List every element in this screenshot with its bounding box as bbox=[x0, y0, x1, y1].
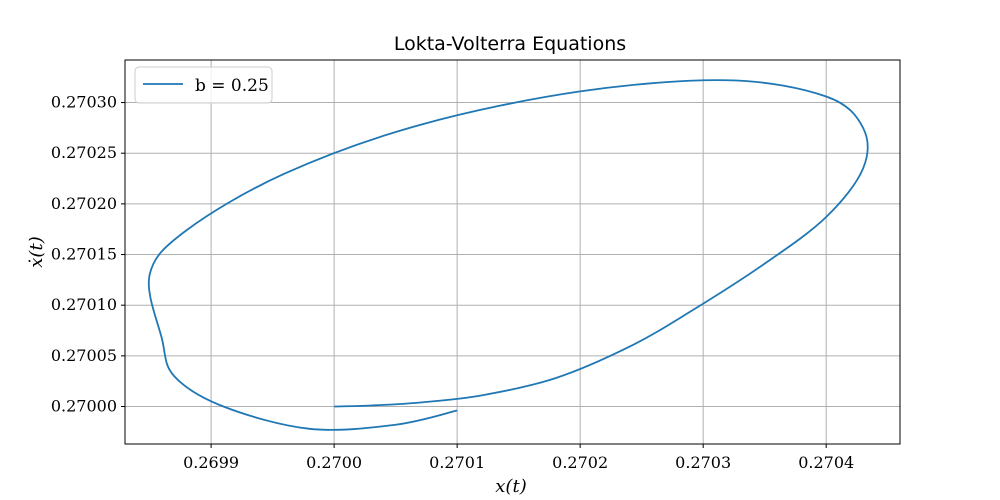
y-tick-label: 0.27010 bbox=[51, 295, 117, 314]
y-tick-label: 0.27000 bbox=[51, 397, 117, 416]
grid-lines bbox=[125, 60, 900, 444]
y-tick-label: 0.27030 bbox=[51, 93, 117, 112]
y-tick-label: 0.27025 bbox=[51, 143, 117, 162]
y-tick-label: 0.27020 bbox=[51, 194, 117, 213]
x-tick-label: 0.2703 bbox=[675, 453, 731, 472]
y-tick-label: 0.27005 bbox=[51, 346, 117, 365]
x-tick-label: 0.2700 bbox=[306, 453, 362, 472]
axis-ticks: 0.2699 0.2700 0.2701 0.2702 0.2703 0.2704 0.27… bbox=[51, 93, 854, 472]
x-tick-label: 0.2701 bbox=[429, 453, 485, 472]
legend-box bbox=[134, 66, 273, 104]
legend-label: b = 0.25 bbox=[195, 76, 269, 96]
x-axis-label: x(t) bbox=[495, 476, 526, 497]
series-line-b-0.25 bbox=[147, 79, 869, 431]
y-tick-label: 0.27015 bbox=[51, 245, 117, 264]
y-axis-label: ẋ(t) bbox=[26, 236, 47, 267]
plot-frame bbox=[124, 59, 901, 445]
x-tick-label: 0.2704 bbox=[798, 453, 854, 472]
x-tick-label: 0.2702 bbox=[552, 453, 608, 472]
x-tick-label: 0.2699 bbox=[183, 453, 239, 472]
chart-title: Lokta-Volterra Equations bbox=[394, 33, 626, 55]
legend: b = 0.25 bbox=[134, 66, 273, 104]
